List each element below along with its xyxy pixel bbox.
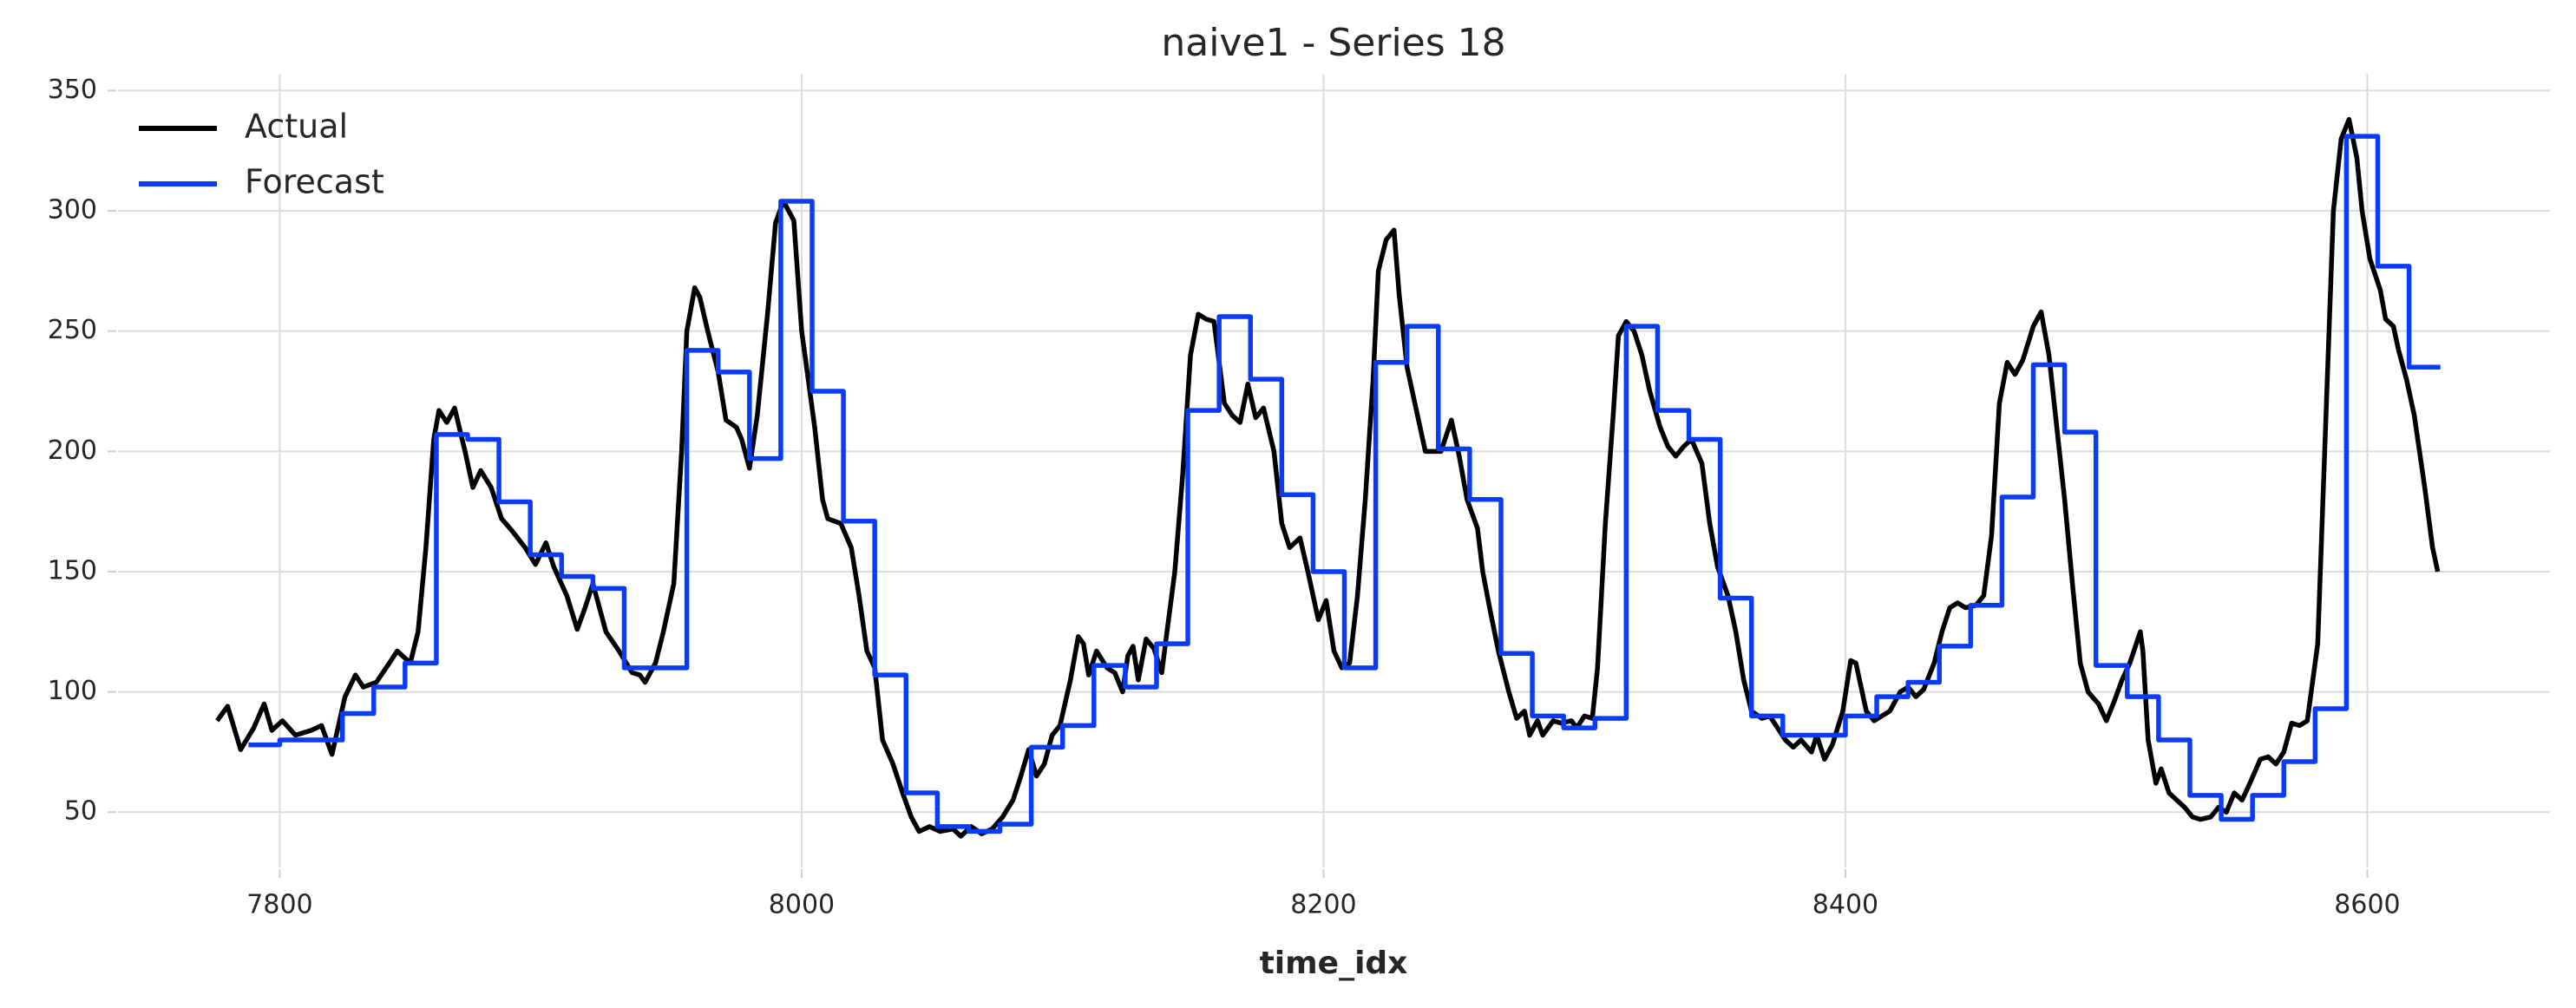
grid: 50 100 150 200 250 300 350 7800 8000 8200 8400 8600 (48, 74, 2550, 920)
x-tick-label: 8600 (2334, 890, 2400, 920)
x-axis-label: time_idx (1260, 946, 1408, 981)
series-line (248, 134, 2441, 835)
y-tick-label: 50 (64, 796, 97, 827)
chart-title: naive1 - Series 18 (1161, 21, 1505, 65)
x-tick-label: 7800 (246, 890, 312, 920)
series-line (215, 116, 2441, 839)
legend: Actual Forecast (139, 108, 384, 201)
y-tick-label: 350 (48, 75, 97, 105)
plot-lines (215, 116, 2441, 839)
y-tick-label: 200 (48, 435, 97, 466)
y-tick-label: 150 (48, 555, 97, 586)
y-tick-label: 300 (48, 195, 97, 226)
legend-label: Actual (245, 108, 348, 146)
x-tick-label: 8200 (1290, 890, 1356, 920)
y-tick-label: 250 (48, 315, 97, 345)
legend-label: Forecast (245, 163, 384, 201)
y-tick-label: 100 (48, 676, 97, 706)
x-tick-label: 8400 (1812, 890, 1878, 920)
x-tick-label: 8000 (769, 890, 835, 920)
